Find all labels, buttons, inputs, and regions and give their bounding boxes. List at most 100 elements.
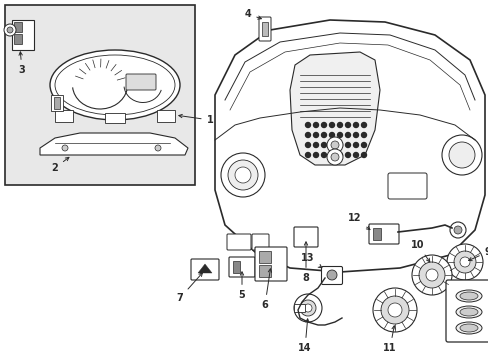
Circle shape [329, 122, 334, 127]
Text: 9: 9 [468, 247, 488, 261]
Text: 1: 1 [179, 114, 213, 125]
Text: 12: 12 [347, 213, 369, 230]
Bar [157, 110, 175, 122]
Circle shape [313, 132, 318, 138]
Bar [262, 22, 267, 36]
FancyBboxPatch shape [321, 266, 342, 284]
Circle shape [7, 27, 13, 33]
Circle shape [305, 153, 310, 158]
Circle shape [345, 153, 350, 158]
Bar [14, 22, 22, 32]
Circle shape [235, 167, 250, 183]
Circle shape [313, 122, 318, 127]
Circle shape [361, 122, 366, 127]
Bar [14, 34, 22, 44]
FancyBboxPatch shape [259, 17, 270, 41]
Ellipse shape [459, 324, 477, 332]
Text: 10: 10 [410, 240, 429, 262]
Circle shape [361, 143, 366, 148]
Circle shape [361, 132, 366, 138]
Bar [55, 110, 73, 122]
Bar [259, 251, 270, 263]
Circle shape [353, 143, 358, 148]
Circle shape [321, 132, 326, 138]
Circle shape [326, 149, 342, 165]
FancyBboxPatch shape [293, 227, 317, 247]
Polygon shape [40, 133, 187, 155]
Circle shape [227, 160, 258, 190]
Circle shape [330, 153, 338, 161]
Circle shape [326, 270, 336, 280]
Circle shape [345, 122, 350, 127]
Ellipse shape [455, 322, 481, 334]
Polygon shape [198, 264, 212, 273]
Circle shape [321, 122, 326, 127]
Circle shape [448, 142, 474, 168]
FancyBboxPatch shape [228, 257, 254, 277]
Text: 4: 4 [244, 9, 261, 19]
Bar [372, 228, 380, 240]
Bar [5, 5, 195, 185]
Circle shape [305, 143, 310, 148]
Circle shape [353, 122, 358, 127]
Circle shape [337, 122, 342, 127]
Circle shape [305, 132, 310, 138]
Circle shape [337, 153, 342, 158]
FancyBboxPatch shape [191, 259, 219, 280]
Circle shape [329, 132, 334, 138]
Circle shape [453, 251, 475, 273]
Bar [232, 261, 240, 273]
Bar [54, 97, 60, 109]
Circle shape [380, 296, 408, 324]
Circle shape [321, 153, 326, 158]
Circle shape [313, 143, 318, 148]
Circle shape [305, 122, 310, 127]
Circle shape [4, 24, 16, 36]
Circle shape [441, 135, 481, 175]
Circle shape [337, 143, 342, 148]
Circle shape [353, 132, 358, 138]
Polygon shape [215, 20, 484, 272]
Ellipse shape [459, 292, 477, 300]
Circle shape [304, 304, 311, 312]
FancyBboxPatch shape [226, 234, 250, 250]
Circle shape [62, 145, 68, 151]
Circle shape [453, 226, 461, 234]
Text: 8: 8 [302, 242, 309, 283]
Ellipse shape [455, 306, 481, 318]
Circle shape [337, 132, 342, 138]
Circle shape [221, 153, 264, 197]
Circle shape [387, 303, 401, 317]
FancyBboxPatch shape [251, 234, 268, 250]
Text: 7: 7 [176, 273, 202, 303]
Circle shape [418, 262, 444, 288]
Circle shape [425, 269, 437, 281]
Circle shape [330, 141, 338, 149]
Ellipse shape [459, 308, 477, 316]
Circle shape [459, 257, 469, 267]
Circle shape [372, 288, 416, 332]
Circle shape [299, 300, 315, 316]
FancyBboxPatch shape [294, 305, 305, 312]
FancyBboxPatch shape [368, 224, 398, 244]
Circle shape [329, 143, 334, 148]
Bar [51, 95, 63, 111]
Circle shape [345, 132, 350, 138]
Circle shape [321, 143, 326, 148]
Circle shape [411, 255, 451, 295]
Circle shape [293, 294, 321, 322]
FancyBboxPatch shape [387, 173, 426, 199]
Circle shape [446, 244, 482, 280]
Circle shape [155, 145, 161, 151]
Text: 11: 11 [383, 326, 396, 353]
Bar [105, 113, 125, 123]
Text: 3: 3 [19, 52, 25, 75]
Text: 2: 2 [52, 157, 69, 173]
Circle shape [326, 137, 342, 153]
Polygon shape [289, 52, 379, 165]
Text: 5: 5 [238, 272, 245, 300]
Circle shape [449, 222, 465, 238]
Circle shape [345, 143, 350, 148]
Bar [12, 20, 34, 50]
FancyBboxPatch shape [126, 74, 156, 90]
